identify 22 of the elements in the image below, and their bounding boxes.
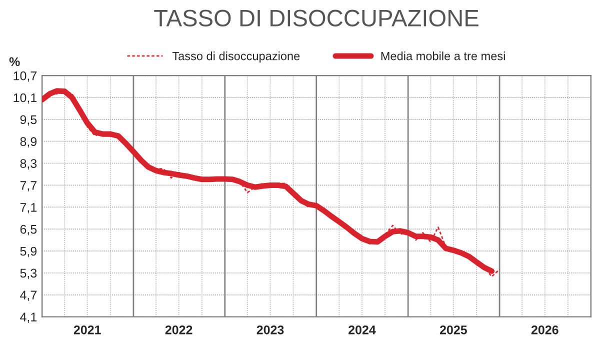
x-tick-label: 2021 — [74, 325, 101, 334]
y-tick-label: 10,7 — [14, 71, 37, 82]
y-tick-label: 9,5 — [20, 115, 37, 126]
y-tick-label: 4,1 — [20, 312, 37, 323]
y-tick-label: 10,1 — [14, 93, 37, 104]
x-tick-label: 2024 — [348, 325, 376, 334]
y-tick-label: 5,9 — [20, 246, 37, 258]
y-tick-label: 6,5 — [20, 224, 37, 236]
legend-label: Tasso di disoccupazione — [172, 52, 300, 63]
y-tick-label: 5,3 — [20, 268, 37, 280]
y-tick-label: 4,7 — [20, 290, 37, 301]
x-tick-label: 2022 — [165, 325, 192, 334]
y-tick-label: 7,7 — [20, 181, 37, 192]
y-axis-title: % — [9, 57, 20, 66]
y-tick-label: 7,1 — [20, 203, 37, 214]
legend-label: Media mobile a tre mesi — [381, 52, 505, 60]
x-tick-label: 2026 — [531, 325, 558, 334]
chart-title: TASSO DI DISOCCUPAZIONE — [154, 10, 478, 26]
y-tick-label: 8,3 — [20, 159, 37, 170]
x-tick-label: 2025 — [440, 325, 467, 334]
y-tick-label: 8,9 — [20, 137, 37, 148]
x-tick-label: 2023 — [256, 325, 284, 334]
